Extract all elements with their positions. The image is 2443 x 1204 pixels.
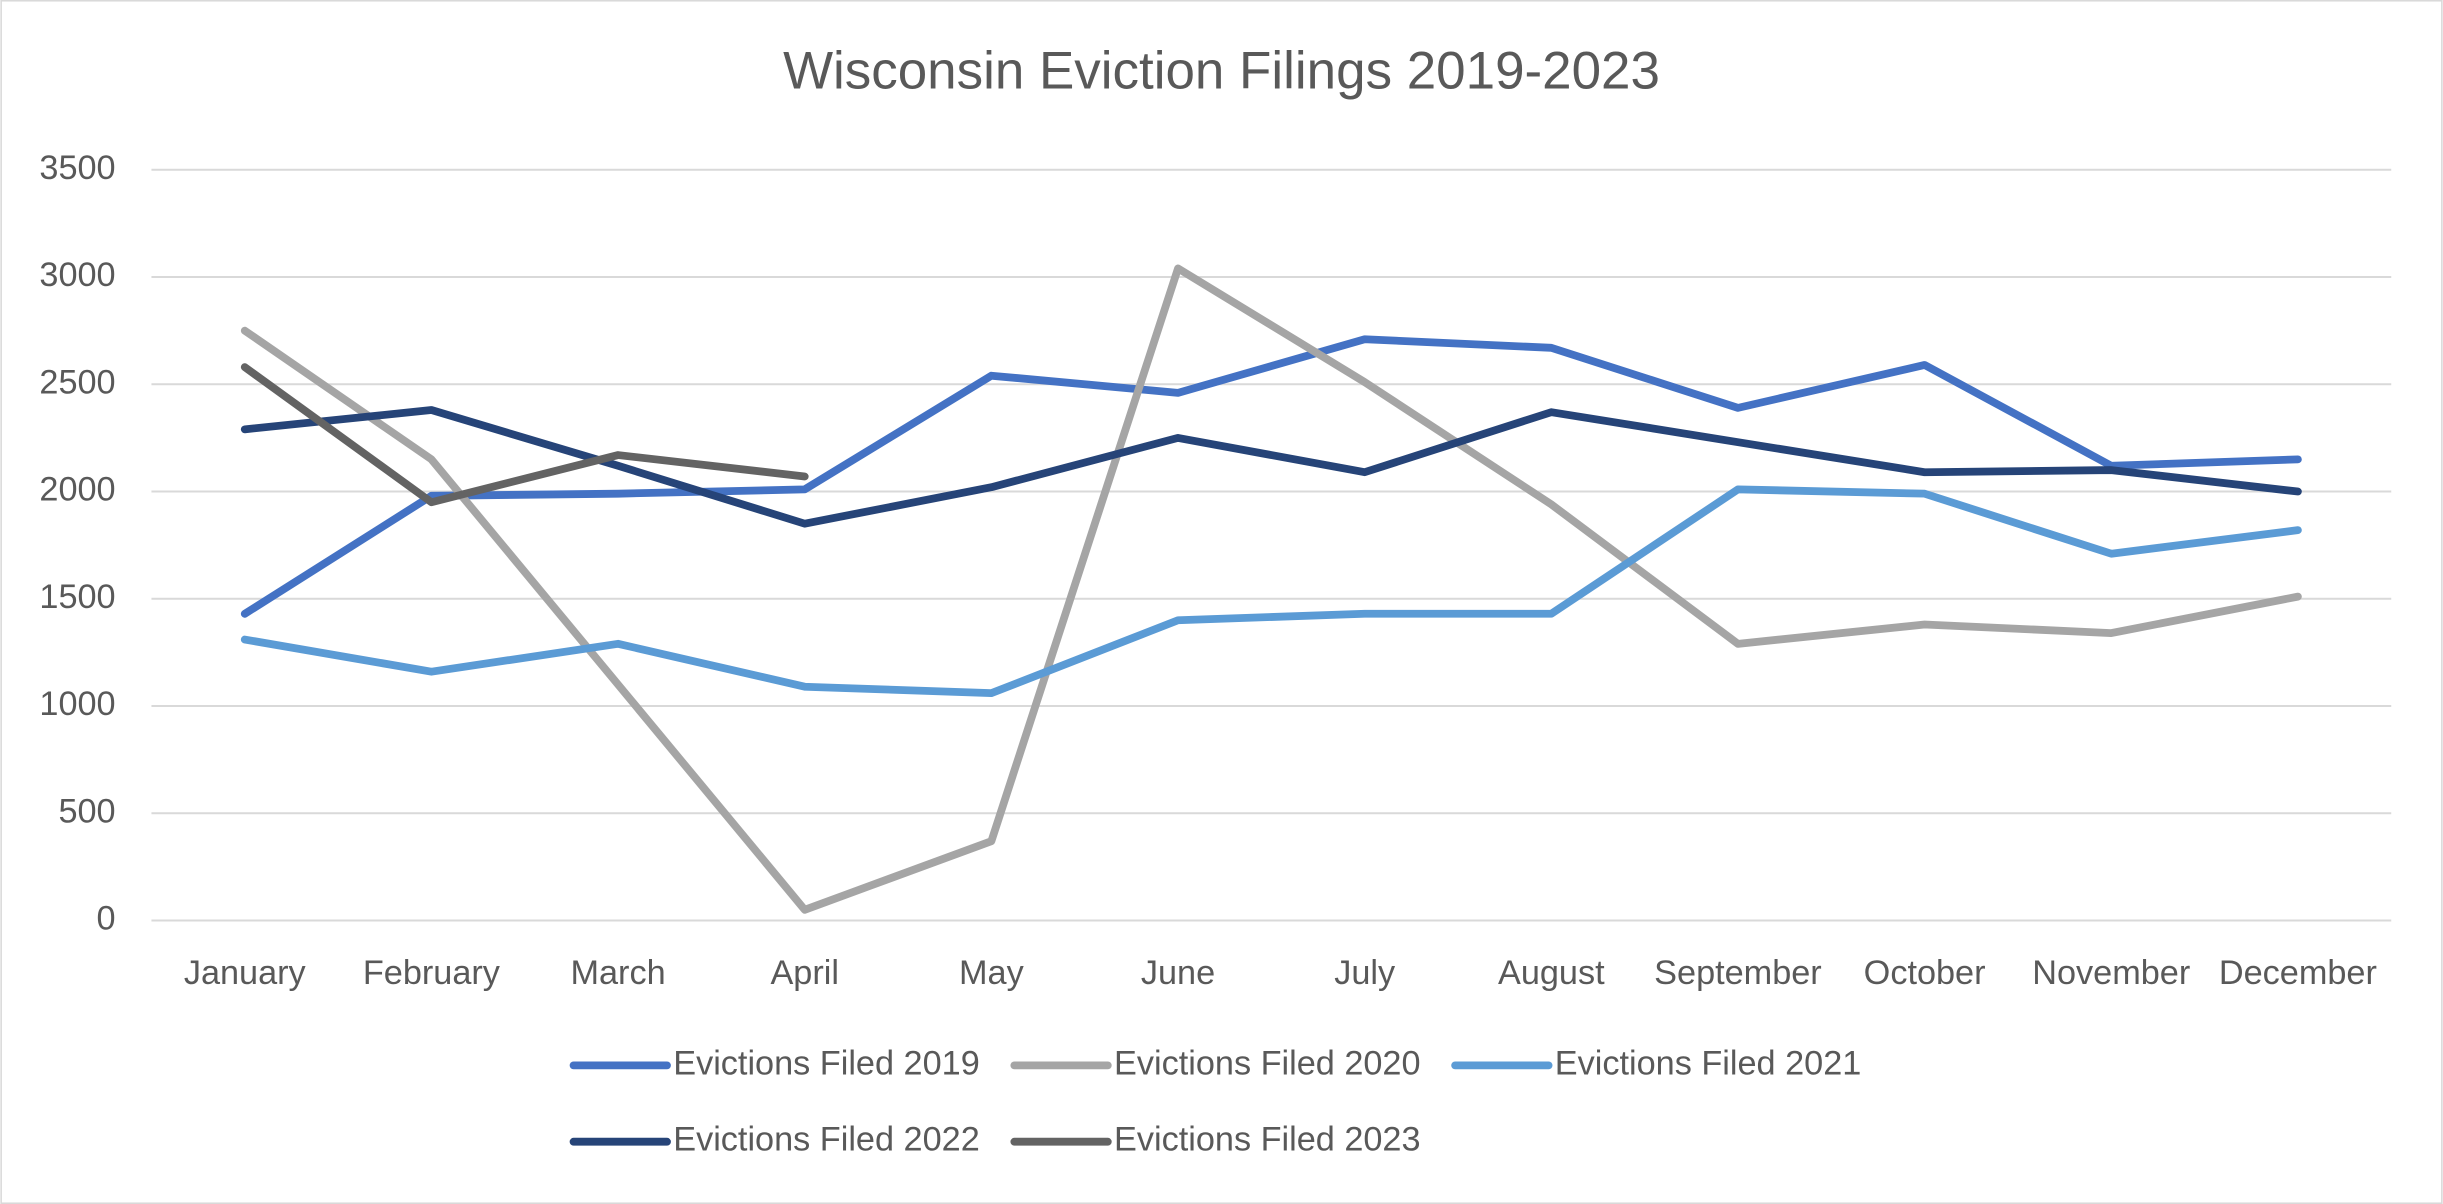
x-tick-label: June — [1141, 954, 1215, 992]
x-tick-label: May — [959, 954, 1025, 992]
x-tick-label: August — [1498, 954, 1605, 992]
x-tick-label: July — [1334, 954, 1396, 992]
y-tick-label: 1500 — [39, 578, 115, 616]
series-line — [240, 335, 2302, 618]
series-line — [240, 406, 2302, 528]
x-tick-label: December — [2219, 954, 2377, 992]
x-tick-label: January — [184, 954, 307, 992]
legend-label: Evictions Filed 2023 — [1114, 1121, 1421, 1159]
legend-label: Evictions Filed 2021 — [1555, 1044, 1862, 1082]
x-tick-label: February — [363, 954, 501, 992]
legend-label: Evictions Filed 2022 — [673, 1121, 980, 1159]
y-tick-label: 2500 — [39, 363, 115, 401]
series-line — [240, 485, 2302, 698]
y-tick-label: 3500 — [39, 149, 115, 187]
y-tick-label: 0 — [97, 900, 116, 938]
x-tick-label: March — [570, 954, 665, 992]
x-tick-label: April — [770, 954, 839, 992]
series-line — [240, 363, 809, 507]
x-tick-label: September — [1654, 954, 1822, 992]
x-tick-label: October — [1864, 954, 1986, 992]
y-tick-label: 3000 — [39, 256, 115, 294]
chart-title: Wisconsin Eviction Filings 2019-2023 — [783, 42, 1660, 101]
x-tick-label: November — [2032, 954, 2190, 992]
legend-label: Evictions Filed 2020 — [1114, 1044, 1421, 1082]
y-tick-label: 500 — [58, 792, 115, 830]
legend-label: Evictions Filed 2019 — [673, 1044, 980, 1082]
y-tick-label: 2000 — [39, 471, 115, 509]
y-tick-label: 1000 — [39, 685, 115, 723]
